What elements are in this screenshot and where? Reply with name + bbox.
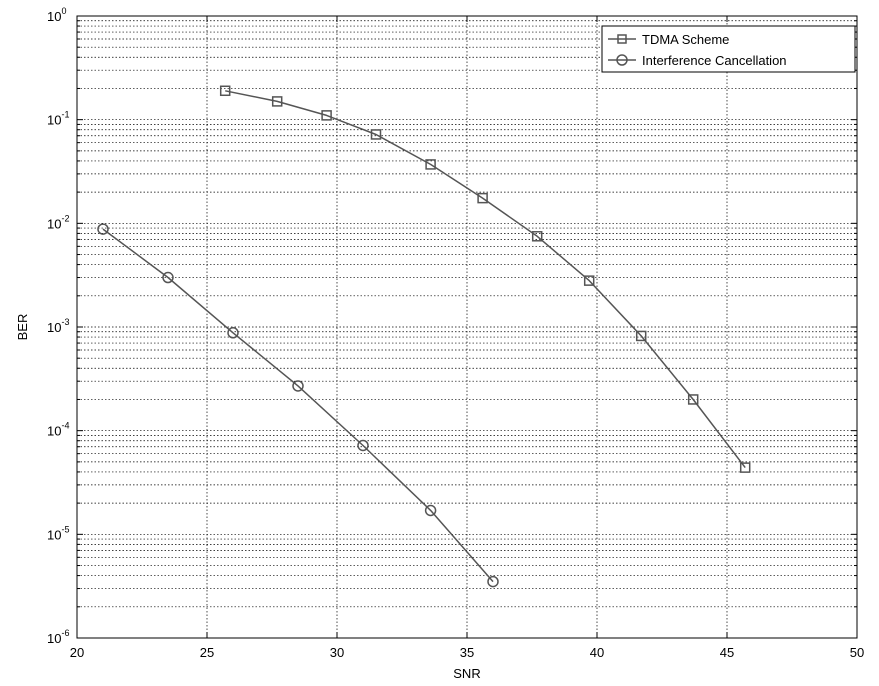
- y-tick-label: 10-6: [47, 628, 69, 646]
- data-point-circle: [487, 575, 499, 588]
- y-tick-exponent: 0: [61, 6, 66, 16]
- y-tick-exponent: -5: [61, 524, 69, 534]
- y-tick-exponent: -4: [61, 421, 69, 431]
- y-axis-title: BER: [15, 314, 30, 341]
- data-point-square: [687, 394, 699, 405]
- data-point-square: [321, 110, 332, 121]
- data-point-circle: [227, 327, 239, 339]
- x-tick-label: 50: [850, 645, 864, 660]
- data-point-square: [219, 85, 231, 97]
- y-tick-label: 10-2: [47, 213, 69, 231]
- y-tick-base: 10: [47, 424, 61, 439]
- x-tick-label: 25: [200, 645, 214, 660]
- y-tick-label: 10-4: [47, 421, 69, 439]
- axis-ticks: [76, 16, 858, 639]
- y-tick-exponent: -2: [61, 213, 69, 223]
- x-tick-label: 40: [590, 645, 604, 660]
- legend-label-ic: Interference Cancellation: [642, 53, 787, 68]
- y-tick-label: 10-5: [47, 524, 69, 542]
- x-tick-label: 20: [70, 645, 84, 660]
- grid-lines: [77, 16, 857, 638]
- data-point-square: [477, 192, 488, 204]
- data-point-square: [425, 159, 436, 170]
- data-point-circle: [424, 504, 437, 517]
- x-tick-label: 30: [330, 645, 344, 660]
- data-point-square: [739, 462, 751, 473]
- y-tick-exponent: -3: [61, 317, 69, 327]
- data-point-circle: [292, 380, 304, 392]
- legend-box: [601, 25, 856, 73]
- legend-label-tdma: TDMA Scheme: [642, 32, 729, 47]
- y-tick-exponent: -1: [61, 110, 69, 120]
- y-tick-base: 10: [47, 527, 61, 542]
- data-point-square: [635, 330, 647, 342]
- y-tick-base: 10: [47, 631, 61, 646]
- y-tick-base: 10: [47, 113, 61, 128]
- data-point-square: [583, 275, 595, 286]
- y-tick-base: 10: [47, 320, 61, 335]
- data-point-square: [271, 96, 283, 107]
- series-layer: [97, 85, 751, 588]
- x-tick-label: 45: [720, 645, 734, 660]
- x-axis-title: SNR: [453, 666, 480, 681]
- legend: TDMA Scheme Interference Cancellation: [601, 25, 856, 73]
- y-tick-base: 10: [47, 216, 61, 231]
- y-tick-exponent: -6: [61, 628, 69, 638]
- legend-marker-tdma: [617, 34, 627, 44]
- series-line-1: [102, 228, 494, 583]
- series-line-0: [225, 90, 746, 469]
- y-tick-label: 100: [47, 6, 66, 24]
- y-tick-label: 10-1: [47, 110, 69, 128]
- x-tick-labels: 20 25 30 35 40 45 50: [70, 645, 864, 660]
- data-point-circle: [162, 271, 174, 284]
- y-tick-label: 10-3: [47, 317, 69, 335]
- y-tick-base: 10: [47, 9, 61, 24]
- data-point-circle: [357, 439, 369, 452]
- data-point-square: [531, 231, 543, 242]
- data-point-circle: [97, 223, 109, 235]
- data-point-square: [370, 129, 382, 140]
- x-tick-label: 35: [460, 645, 474, 660]
- legend-marker-ic: [616, 54, 628, 66]
